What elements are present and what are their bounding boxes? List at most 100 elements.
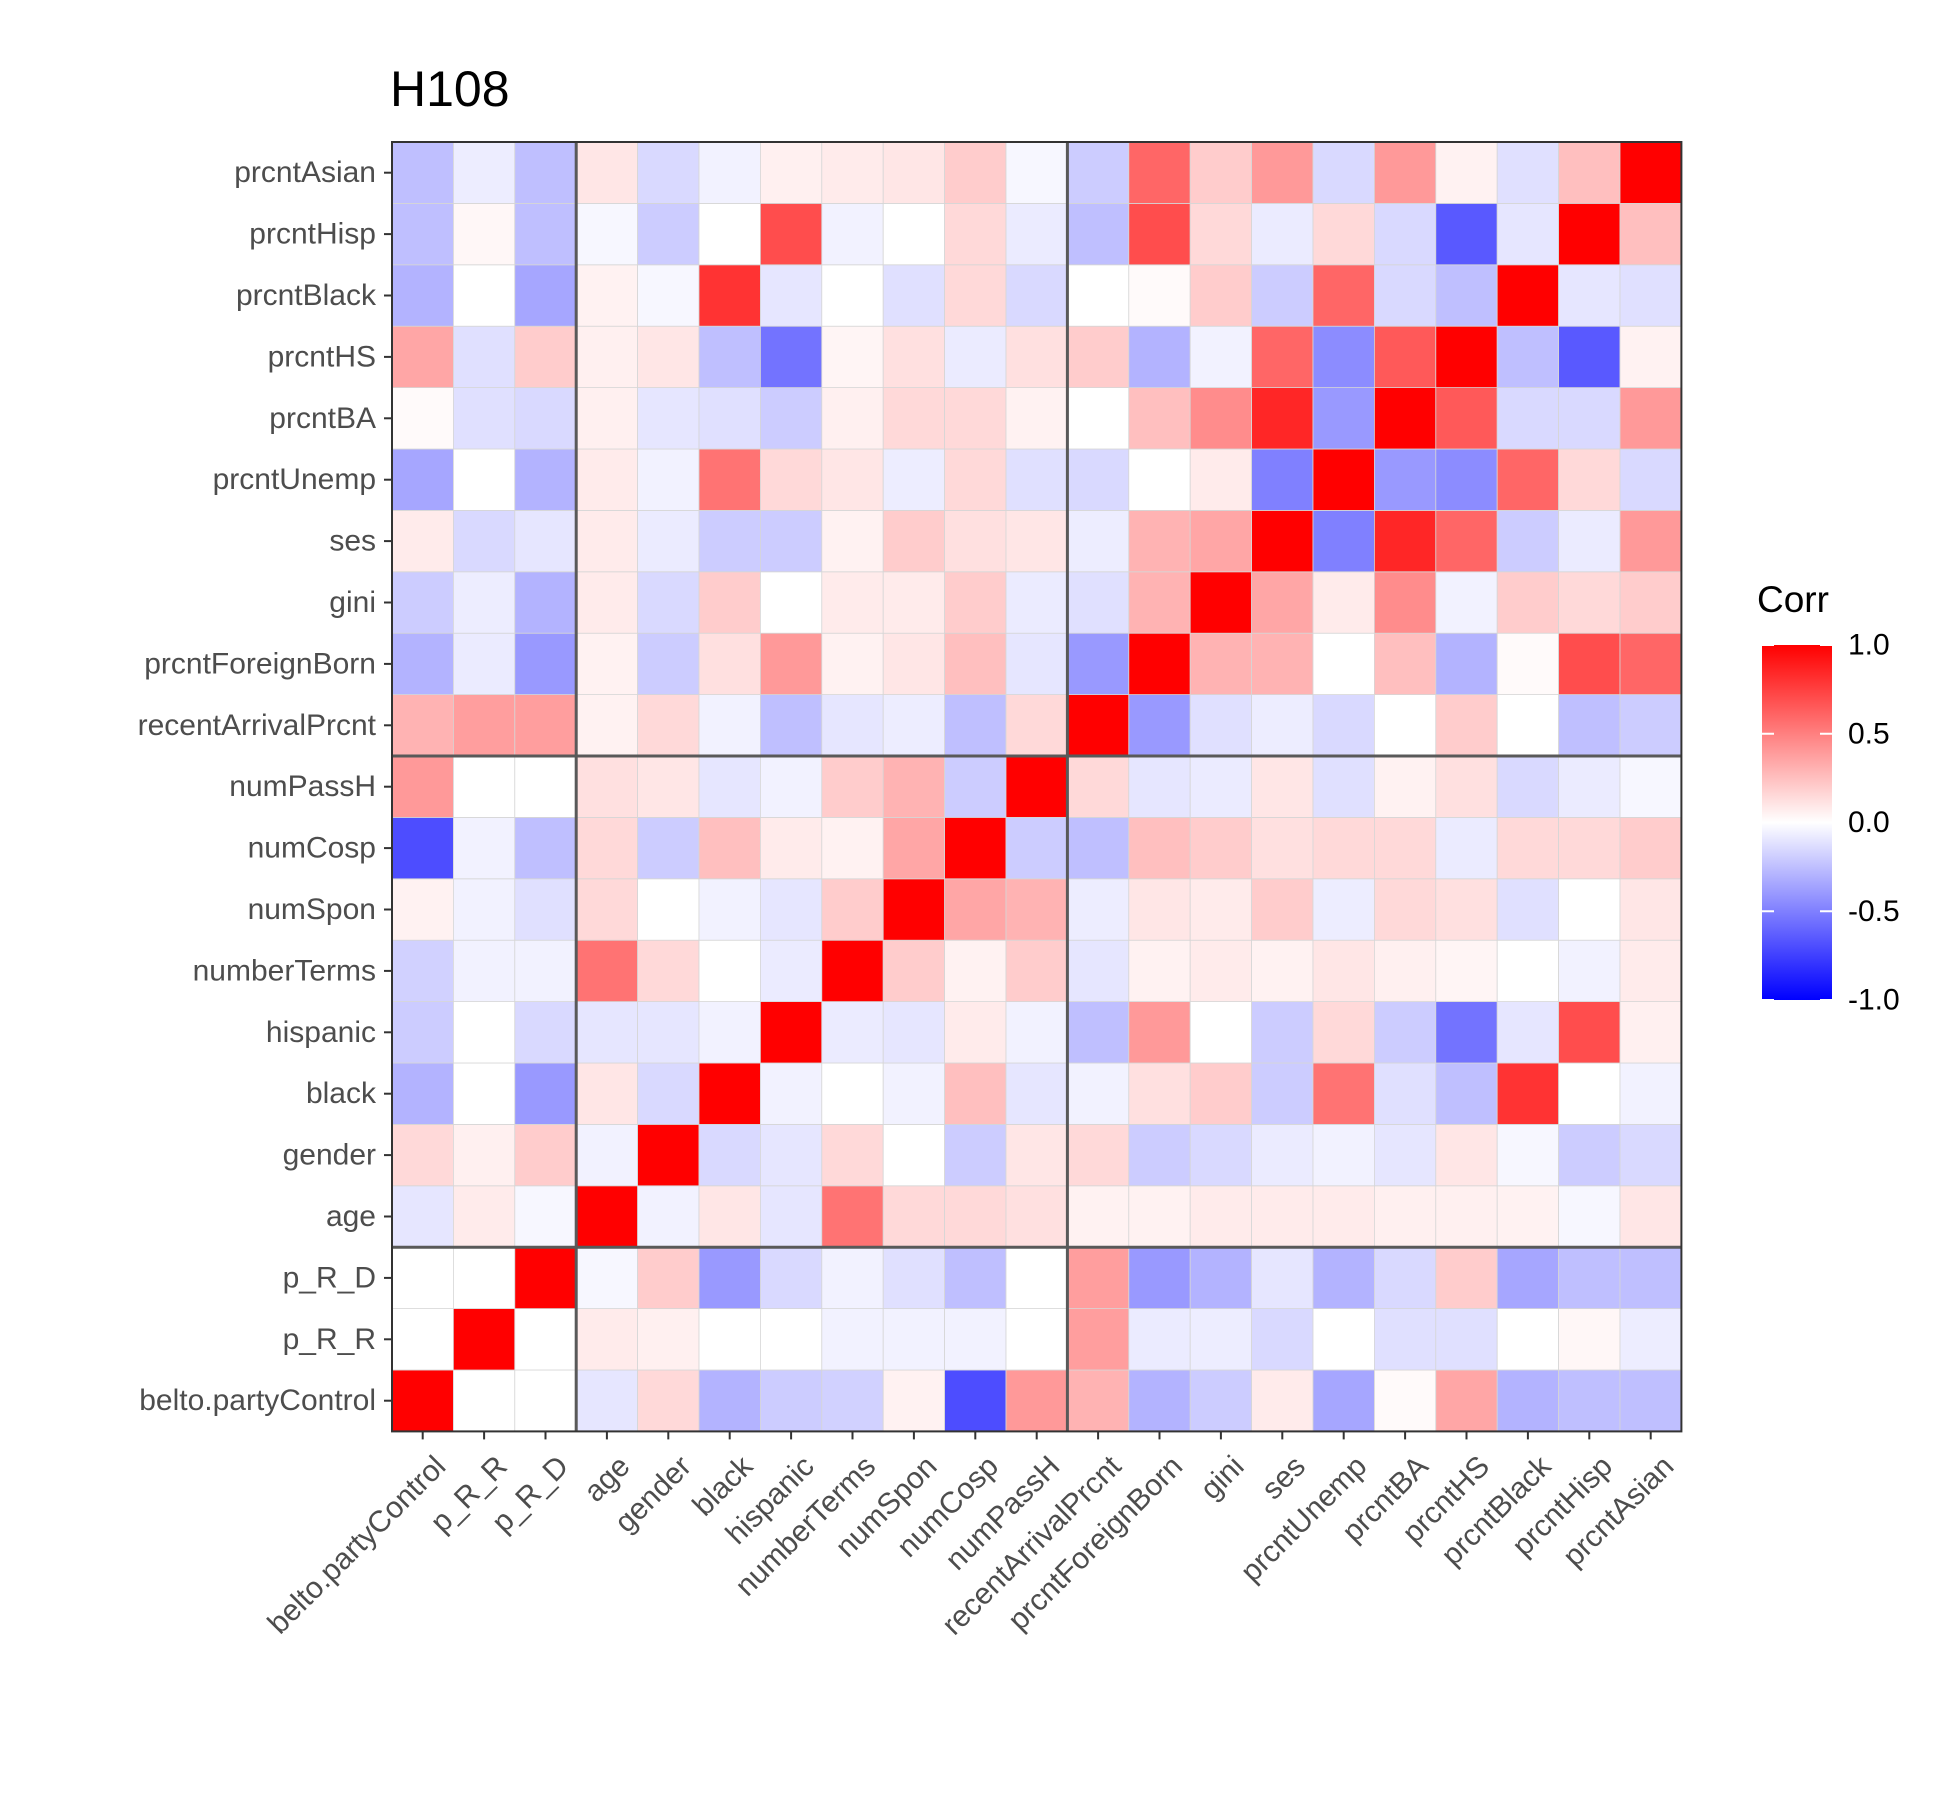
heatmap-cell: prcntHisp / gini: 0.15 — [1189, 202, 1252, 266]
heatmap-cell: prcntHS / prcntUnemp: -0.45 — [1312, 325, 1375, 389]
heatmap-cell: numberTerms / numPassH: 0.2 — [1005, 939, 1068, 1003]
heatmap-cell: hispanic / belto.partyControl: -0.2 — [391, 1001, 454, 1064]
heatmap-cell: recentArrivalPrcnt / prcntBA: 0 — [1374, 694, 1437, 757]
legend-tick-label: -1.0 — [1848, 984, 1900, 1017]
heatmap-cell: belto.partyControl / prcntAsian: -0.25 — [1619, 1369, 1682, 1432]
heatmap-cell: hispanic / prcntForeignBorn: 0.4 — [1128, 1001, 1191, 1064]
heatmap-cell: prcntForeignBorn / gini: 0.3 — [1189, 632, 1252, 696]
heatmap-cell: age / gender: -0.05 — [637, 1185, 700, 1248]
heatmap-cell: prcntBlack / p_R_R: 0 — [452, 264, 516, 327]
heatmap-cell: prcntForeignBorn / numCosp: 0.25 — [944, 632, 1007, 696]
heatmap-cell: prcntAsian / prcntHisp: 0.25 — [1558, 141, 1621, 204]
heatmap-cell: prcntBlack / numPassH: -0.15 — [1005, 264, 1068, 327]
heatmap-cell: ses / numberTerms: 0.05 — [821, 509, 884, 573]
heatmap-cell: numberTerms / belto.partyControl: -0.18 — [391, 939, 454, 1003]
heatmap-cell: prcntHS / hispanic: -0.55 — [760, 325, 823, 389]
heatmap-cell: hispanic / prcntBlack: -0.1 — [1496, 1001, 1559, 1064]
heatmap-cell: prcntHS / numSpon: 0.12 — [882, 325, 946, 389]
heatmap-cell: gini / prcntBA: 0.45 — [1374, 571, 1437, 634]
heatmap-cell: prcntBA / prcntBA: 1 — [1374, 387, 1437, 450]
heatmap-cell: gini / prcntBlack: 0.2 — [1496, 571, 1559, 634]
heatmap-cell: p_R_D / prcntUnemp: -0.3 — [1312, 1246, 1375, 1309]
heatmap-cell: numSpon / black: -0.05 — [698, 878, 761, 941]
heatmap-cell: ses / prcntHS: 0.6 — [1435, 509, 1498, 573]
heatmap-cell: gender / prcntHisp: -0.2 — [1558, 1124, 1621, 1187]
heatmap-cell: gini / numSpon: 0.08 — [882, 571, 946, 634]
heatmap-cell: prcntAsian / prcntHS: 0.05 — [1435, 141, 1498, 204]
heatmap-cell: p_R_D / ses: -0.1 — [1251, 1246, 1314, 1309]
heatmap-cell: belto.partyControl / recentArrivalPrcnt:… — [1067, 1369, 1130, 1432]
heatmap-cell: prcntUnemp / numCosp: 0.15 — [944, 448, 1007, 511]
heatmap-cell: prcntUnemp / gini: 0.08 — [1189, 448, 1252, 511]
heatmap-cell: gini / gini: 1 — [1189, 571, 1252, 634]
heatmap-cell: p_R_D / black: -0.4 — [698, 1246, 761, 1309]
heatmap-cell: black / gender: -0.15 — [637, 1062, 700, 1125]
y-tick-label: numberTerms — [193, 954, 376, 987]
heatmap-cell: prcntAsian / numSpon: 0.1 — [882, 141, 946, 204]
heatmap-cell: gender / gender: 1 — [637, 1124, 700, 1187]
heatmap-cell: prcntHisp / belto.partyControl: -0.25 — [391, 202, 454, 266]
heatmap-cell: numberTerms / prcntUnemp: 0.1 — [1312, 939, 1375, 1003]
heatmap-cell: prcntHS / numberTerms: 0.04 — [821, 325, 884, 389]
heatmap-cell: hispanic / prcntBA: -0.2 — [1374, 1001, 1437, 1064]
heatmap-cell: numPassH / recentArrivalPrcnt: 0.15 — [1067, 755, 1130, 818]
y-tick-label: age — [326, 1200, 376, 1233]
heatmap-cell: numberTerms / numSpon: 0.2 — [882, 939, 946, 1003]
heatmap-cell: numPassH / numPassH: 1 — [1005, 755, 1068, 818]
heatmap-cell: hispanic / prcntHisp: 0.7 — [1558, 1001, 1621, 1064]
heatmap-cell: prcntHS / recentArrivalPrcnt: 0.2 — [1067, 325, 1130, 389]
heatmap-cell: black / numPassH: -0.1 — [1005, 1062, 1068, 1125]
heatmap-cell: numberTerms / recentArrivalPrcnt: -0.1 — [1067, 939, 1130, 1003]
heatmap-cell: recentArrivalPrcnt / prcntBlack: 0 — [1496, 694, 1559, 757]
y-tick-label: numPassH — [229, 770, 376, 803]
heatmap-cell: p_R_R / gini: -0.07 — [1189, 1308, 1252, 1371]
heatmap-cell: belto.partyControl / prcntUnemp: -0.35 — [1312, 1369, 1375, 1432]
heatmap-cell: prcntBA / prcntUnemp: -0.4 — [1312, 387, 1375, 450]
heatmap-cell: belto.partyControl / numSpon: 0.05 — [882, 1369, 946, 1432]
heatmap-cell: numPassH / prcntForeignBorn: -0.1 — [1128, 755, 1191, 818]
heatmap-cell: prcntHS / prcntBA: 0.65 — [1374, 325, 1437, 389]
heatmap-cell: prcntHS / belto.partyControl: 0.35 — [391, 325, 454, 389]
heatmap-cell: black / p_R_R: 0 — [452, 1062, 516, 1125]
color-legend: Corr 1.0 0.5 0.0 -0.5 -1.0 — [1757, 579, 1900, 1017]
heatmap-cell: numSpon / numCosp: 0.35 — [944, 878, 1007, 941]
heatmap-cell: prcntForeignBorn / recentArrivalPrcnt: -… — [1067, 632, 1130, 696]
heatmap-cell: prcntUnemp / numberTerms: 0.1 — [821, 448, 884, 511]
heatmap-cell: prcntForeignBorn / black: 0.12 — [698, 632, 761, 696]
heatmap-cell: prcntBA / numCosp: 0.15 — [944, 387, 1007, 450]
heatmap-cell: prcntHisp / prcntAsian: 0.25 — [1619, 202, 1682, 266]
heatmap-cell: numberTerms / p_R_D: -0.05 — [514, 939, 577, 1003]
heatmap-cell: prcntBA / black: -0.12 — [698, 387, 761, 450]
heatmap-cell: numPassH / belto.partyControl: 0.4 — [391, 755, 454, 818]
heatmap-cell: numPassH / hispanic: -0.05 — [760, 755, 823, 818]
heatmap-cell: prcntHisp / gender: -0.2 — [637, 202, 700, 266]
y-tick-label: prcntHisp — [249, 218, 376, 251]
heatmap-cell: numberTerms / age: 0.55 — [575, 939, 639, 1003]
heatmap-cell: p_R_R / black: 0 — [698, 1308, 761, 1371]
heatmap-cell: numCosp / prcntHS: -0.08 — [1435, 817, 1498, 880]
heatmap-cell: prcntForeignBorn / belto.partyControl: -… — [391, 632, 454, 696]
heatmap-cell: prcntAsian / hispanic: 0.06 — [760, 141, 823, 204]
heatmap-cell: prcntUnemp / hispanic: 0.15 — [760, 448, 823, 511]
heatmap-cell: prcntHisp / prcntUnemp: 0.15 — [1312, 202, 1375, 266]
heatmap-cell: prcntHS / gender: 0.1 — [637, 325, 700, 389]
heatmap-cell: numberTerms / gini: 0.08 — [1189, 939, 1252, 1003]
heatmap-cell: prcntHS / prcntHisp: -0.65 — [1558, 325, 1621, 389]
heatmap-cell: belto.partyControl / gender: 0.15 — [637, 1369, 700, 1432]
heatmap-cell: prcntHisp / age: -0.03 — [575, 202, 639, 266]
heatmap-cell: numberTerms / prcntAsian: 0.08 — [1619, 939, 1682, 1003]
heatmap-cell: prcntForeignBorn / ses: 0.3 — [1251, 632, 1314, 696]
heatmap-cell: p_R_D / belto.partyControl: 0 — [391, 1246, 454, 1309]
heatmap-cell: prcntBA / prcntForeignBorn: 0.25 — [1128, 387, 1191, 450]
heatmap-cell: age / prcntHS: 0.06 — [1435, 1185, 1498, 1248]
heatmap-cell: p_R_D / numCosp: -0.25 — [944, 1246, 1007, 1309]
heatmap-cell: prcntBlack / p_R_D: -0.35 — [514, 264, 577, 327]
heatmap-cell: numCosp / ses: 0.12 — [1251, 817, 1314, 880]
heatmap-cell: prcntUnemp / prcntHS: -0.45 — [1435, 448, 1498, 511]
heatmap-cell: numberTerms / hispanic: -0.08 — [760, 939, 823, 1003]
heatmap-cell: hispanic / black: -0.05 — [698, 1001, 761, 1064]
heatmap-cell: age / prcntBA: 0.06 — [1374, 1185, 1437, 1248]
heatmap-cell: black / hispanic: -0.05 — [760, 1062, 823, 1125]
heatmap-cell: numberTerms / numCosp: 0.05 — [944, 939, 1007, 1003]
heatmap-cell: ses / prcntUnemp: -0.5 — [1312, 509, 1375, 573]
